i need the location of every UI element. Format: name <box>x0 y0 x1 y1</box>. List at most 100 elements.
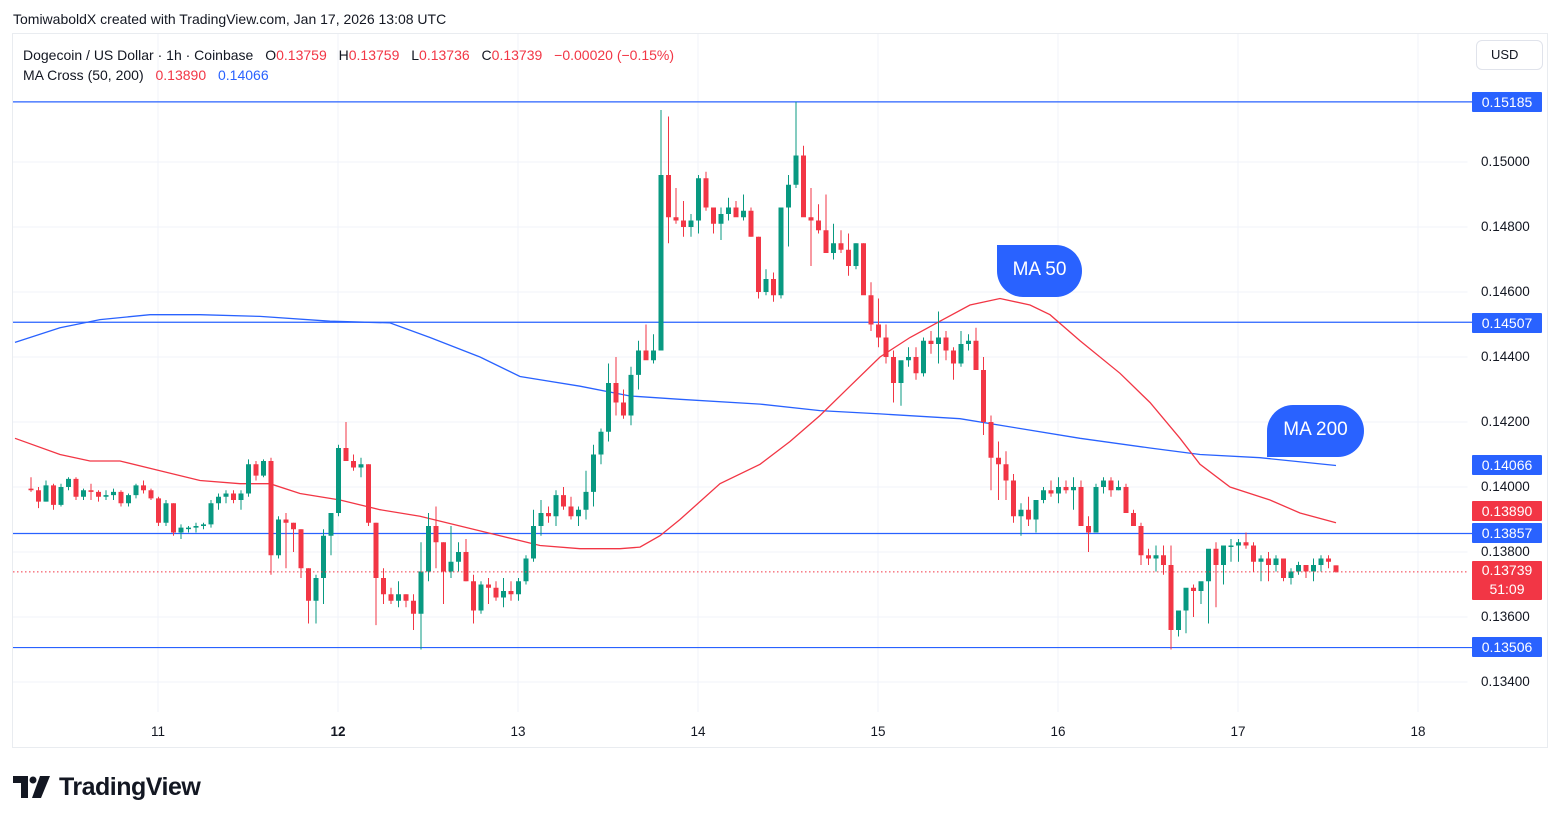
candle <box>816 220 821 231</box>
candle <box>1146 555 1151 559</box>
candle <box>1093 487 1099 533</box>
candle <box>186 527 191 530</box>
ma200-annotation[interactable]: MA 200 <box>1267 405 1364 457</box>
currency-button[interactable]: USD <box>1476 40 1543 70</box>
symbol-title[interactable]: Dogecoin / US Dollar · 1h · Coinbase <box>23 47 254 63</box>
candle <box>583 491 589 510</box>
candle <box>606 383 611 432</box>
candle <box>321 535 326 578</box>
candle <box>913 357 919 374</box>
candle <box>1026 509 1031 520</box>
high-label: H <box>338 47 349 63</box>
candle <box>291 522 296 530</box>
y-axis-label: 0.13400 <box>1481 674 1530 689</box>
candle <box>313 578 319 601</box>
candle <box>1228 545 1234 547</box>
candle <box>1048 490 1054 494</box>
candle <box>1333 565 1339 572</box>
candle <box>66 478 71 487</box>
candle <box>831 243 836 253</box>
candle <box>1266 558 1271 565</box>
candle <box>111 491 116 496</box>
candle <box>516 581 521 595</box>
candle <box>276 519 281 556</box>
hline-price-tag: 0.14507 <box>1472 313 1542 333</box>
candle <box>906 357 911 361</box>
candle <box>1138 526 1144 556</box>
candle <box>1056 487 1061 494</box>
low-label: L <box>411 47 420 63</box>
candle <box>58 487 64 505</box>
ma200-value: 0.14066 <box>218 67 269 83</box>
candle <box>936 337 941 344</box>
candle <box>771 279 776 296</box>
candle <box>1123 487 1129 513</box>
candle <box>141 485 146 491</box>
candle <box>1041 490 1046 500</box>
hline-price-tag: 0.13506 <box>1472 637 1542 657</box>
candle <box>1221 545 1226 565</box>
attribution-text: TomiwaboldX created with TradingView.com… <box>13 11 447 27</box>
candle <box>973 340 979 370</box>
ma200-line[interactable] <box>14 314 1337 467</box>
candle <box>688 220 694 227</box>
candle <box>861 243 866 296</box>
y-axis-label: 0.14800 <box>1481 219 1530 234</box>
candle <box>396 594 401 601</box>
x-axis-label: 11 <box>150 724 166 739</box>
candle <box>81 490 86 497</box>
tradingview-logo-text: TradingView <box>59 772 201 801</box>
candle <box>156 498 161 523</box>
candle <box>478 584 484 611</box>
open-label: O <box>265 47 277 63</box>
candle <box>943 337 949 351</box>
ma50-annotation[interactable]: MA 50 <box>997 245 1082 297</box>
candle <box>988 422 994 458</box>
candle <box>711 207 716 224</box>
candle <box>418 571 424 614</box>
hline-price-tag: 0.13857 <box>1472 523 1542 543</box>
open-value: 0.13759 <box>276 47 327 63</box>
candle <box>96 491 101 497</box>
candle <box>448 561 454 572</box>
candle <box>133 485 139 496</box>
candle <box>1318 558 1324 565</box>
candle <box>951 350 956 364</box>
candle <box>1326 558 1331 562</box>
candle <box>336 448 341 513</box>
candle <box>1108 480 1114 491</box>
hline-price-tag: 0.15185 <box>1472 92 1542 112</box>
candle <box>471 581 476 611</box>
candle <box>1153 555 1159 559</box>
tradingview-logo[interactable]: TradingView <box>13 772 201 802</box>
candle <box>118 491 124 504</box>
candle <box>1236 542 1241 546</box>
x-axis-label: 13 <box>510 724 526 739</box>
candle <box>51 485 56 505</box>
chart-legend: Dogecoin / US Dollar · 1h · Coinbase O0.… <box>23 45 674 85</box>
candle <box>778 207 784 296</box>
candle <box>208 503 214 525</box>
tradingview-logo-icon <box>13 776 50 798</box>
x-axis-label: 15 <box>870 724 886 739</box>
candle <box>763 279 769 292</box>
indicator-title[interactable]: MA Cross (50, 200) <box>23 67 144 83</box>
candle <box>441 542 446 572</box>
candle <box>996 457 1001 465</box>
candle <box>298 529 304 569</box>
x-axis-label: 18 <box>1410 724 1426 739</box>
candle <box>508 591 514 595</box>
candle <box>1078 487 1084 526</box>
low-value: 0.13736 <box>419 47 470 63</box>
ma50-line[interactable] <box>14 297 1337 550</box>
candle <box>958 344 964 364</box>
candle <box>576 509 581 517</box>
candle <box>666 175 671 218</box>
chart-frame[interactable] <box>12 33 1548 748</box>
candle <box>493 587 499 598</box>
indicator-row: MA Cross (50, 200) 0.13890 0.14066 <box>23 65 674 85</box>
candle <box>163 503 169 523</box>
y-axis-label: 0.14600 <box>1481 284 1530 299</box>
candle <box>1288 571 1294 578</box>
